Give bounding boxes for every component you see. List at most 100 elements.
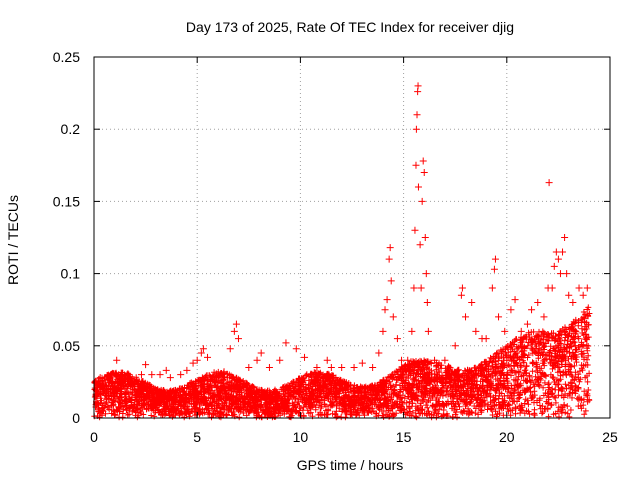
data-point	[226, 345, 234, 353]
data-point	[501, 327, 509, 335]
axis-tick-labels: 0 5 10 15 20 25 0 0.05 0.1 0.15 0.2 0.25	[53, 49, 618, 445]
data-point	[276, 356, 284, 364]
data-point	[552, 248, 560, 256]
data-point	[540, 313, 548, 321]
data-point	[385, 255, 393, 263]
data-point	[232, 320, 240, 328]
data-point	[137, 371, 145, 379]
y-axis-label: ROTI / TECUs	[5, 195, 21, 285]
data-point	[358, 359, 366, 367]
data-point	[491, 255, 499, 263]
data-point	[565, 291, 573, 299]
data-point	[411, 226, 419, 234]
data-point	[431, 356, 439, 364]
data-point	[550, 262, 558, 270]
data-point	[115, 371, 123, 379]
y-tick-label: 0.2	[61, 121, 81, 137]
data-point	[313, 363, 321, 371]
data-point	[166, 374, 174, 382]
data-point	[472, 327, 480, 335]
data-point	[482, 335, 490, 343]
y-tick-label: 0.15	[53, 193, 80, 209]
data-point	[220, 368, 228, 376]
data-point	[528, 306, 536, 314]
data-point	[490, 265, 498, 273]
x-tick-label: 15	[396, 429, 412, 445]
data-point	[177, 371, 185, 379]
plot-frame	[93, 56, 611, 419]
data-point	[230, 327, 238, 335]
data-point	[424, 327, 432, 335]
data-point	[375, 349, 383, 357]
y-tick-label: 0.1	[61, 266, 81, 282]
data-point	[517, 327, 525, 335]
data-point	[412, 125, 420, 133]
data-point	[387, 277, 395, 285]
data-point	[189, 359, 197, 367]
data-point	[350, 363, 358, 371]
data-point	[404, 356, 412, 364]
data-point	[554, 255, 562, 263]
data-point	[575, 284, 583, 292]
data-point	[419, 157, 427, 165]
data-point	[422, 270, 430, 278]
data-point	[441, 356, 449, 364]
x-tick-label: 5	[193, 429, 201, 445]
data-point	[96, 374, 104, 382]
x-tick-label: 25	[602, 429, 618, 445]
data-point	[511, 296, 519, 304]
data-point	[556, 270, 564, 278]
chart-title: Day 173 of 2025, Rate Of TEC Index for r…	[186, 19, 514, 35]
data-point	[386, 244, 394, 252]
data-point	[197, 349, 205, 357]
data-point	[282, 339, 290, 347]
data-point	[468, 298, 476, 306]
data-point	[458, 284, 466, 292]
data-point	[416, 241, 424, 249]
data-point	[148, 371, 156, 379]
data-point	[423, 298, 431, 306]
data-point	[292, 345, 300, 353]
data-point	[214, 371, 222, 379]
x-axis-label: GPS time / hours	[297, 457, 404, 473]
data-point	[563, 270, 571, 278]
axis-ticks	[93, 56, 611, 419]
y-tick-label: 0	[72, 410, 80, 426]
y-tick-label: 0.25	[53, 49, 80, 65]
data-point	[113, 356, 121, 364]
data-point	[414, 183, 422, 191]
data-point	[245, 363, 253, 371]
data-point	[462, 313, 470, 321]
data-point	[369, 363, 377, 371]
data-point	[548, 284, 556, 292]
data-point	[507, 306, 515, 314]
background-marks	[91, 304, 593, 421]
data-point	[94, 379, 102, 387]
x-tick-label: 20	[499, 429, 515, 445]
data-point	[420, 169, 428, 177]
background-point-cloud	[91, 304, 593, 421]
data-point	[393, 335, 401, 343]
data-point	[162, 366, 170, 374]
data-point	[301, 353, 309, 361]
data-point	[109, 378, 117, 386]
data-point	[561, 234, 569, 241]
data-point	[583, 284, 591, 292]
data-point	[398, 356, 406, 364]
data-point	[234, 335, 242, 343]
x-tick-label: 10	[293, 429, 309, 445]
data-point	[327, 363, 335, 371]
data-point	[488, 284, 496, 292]
data-point	[131, 378, 139, 386]
data-point	[579, 291, 587, 299]
data-point	[410, 284, 418, 292]
data-point	[265, 363, 273, 371]
data-point	[534, 298, 542, 306]
data-point	[199, 345, 207, 353]
data-point	[569, 298, 577, 306]
data-point	[559, 248, 567, 256]
data-point	[193, 356, 201, 364]
data-point	[381, 306, 389, 314]
data-point	[121, 374, 129, 382]
